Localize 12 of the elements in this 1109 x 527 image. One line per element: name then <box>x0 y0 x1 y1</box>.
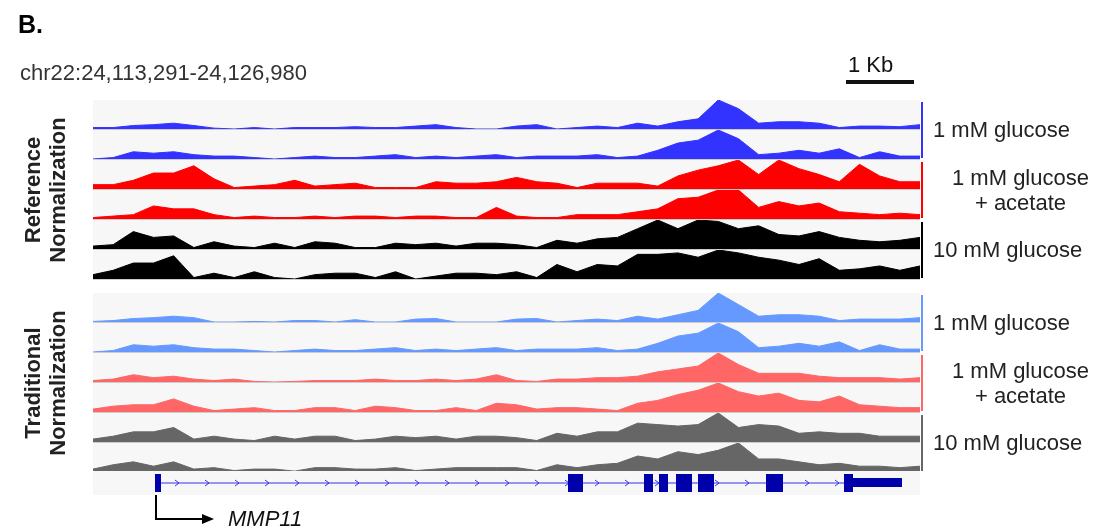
text: 1 Kb <box>848 52 894 78</box>
chart-title: B. <box>18 10 43 39</box>
legend-title: 10 mM glucose <box>933 237 1083 262</box>
legend-title: 1 mM glucose + acetate <box>951 358 1090 408</box>
legend-title: 1 mM glucose + acetate <box>951 165 1090 215</box>
y-axis-title: Traditional Normalization <box>20 309 71 458</box>
legend-title: 10 mM glucose <box>933 430 1083 455</box>
legend-title: 1 mM glucose <box>933 117 1070 142</box>
y-axis-title: Reference Normalization <box>20 116 71 265</box>
chart-subtitle: chr22:24,113,291-24,126,980 <box>20 60 308 86</box>
text: MMP11 <box>228 506 303 527</box>
legend-title: 1 mM glucose <box>933 310 1070 335</box>
